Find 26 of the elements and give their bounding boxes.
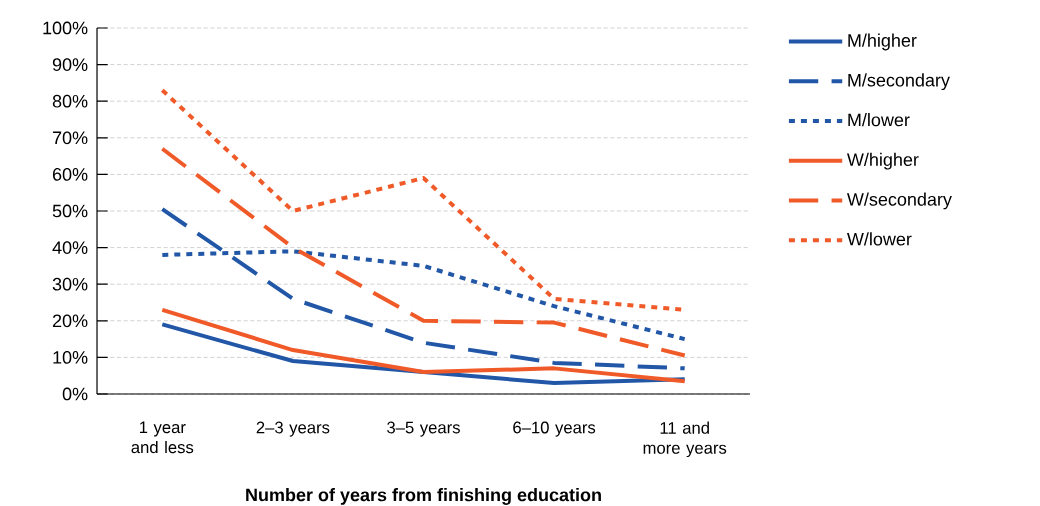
line-series <box>160 207 687 371</box>
y-tick-label: 90% <box>52 58 88 71</box>
legend-label: W/higher <box>847 152 919 170</box>
x-tick-label: 2–3 years <box>256 421 330 437</box>
line-series <box>160 307 687 384</box>
y-tick-label: 30% <box>52 277 88 291</box>
y-tick-label: 100% <box>43 21 88 35</box>
y-tick-label: 60% <box>52 168 88 181</box>
x-tick-label: 11 and more years <box>643 421 727 458</box>
y-tick-label: 20% <box>52 314 88 328</box>
y-tick-label: 40% <box>52 241 88 254</box>
legend-label: W/lower <box>847 232 912 246</box>
x-tick-label: 3–5 years <box>387 421 460 437</box>
x-tick-label: 6–10 years <box>513 421 596 437</box>
y-tick-label: 50% <box>52 204 88 218</box>
y-tick-label: 80% <box>52 94 88 108</box>
legend-label: M/higher <box>848 33 917 51</box>
legend-label: M/lower <box>848 113 910 127</box>
y-tick-label: 70% <box>52 131 88 145</box>
legend-label: M/secondary <box>848 73 950 91</box>
y-tick-label: 10% <box>53 351 88 364</box>
x-tick-label: 1 year and less <box>131 421 194 454</box>
x-axis-title: Number of years from finishing education <box>246 488 601 505</box>
y-tick-label: 0% <box>62 387 88 401</box>
line-series <box>160 146 687 358</box>
legend-label: W/secondary <box>847 192 952 210</box>
